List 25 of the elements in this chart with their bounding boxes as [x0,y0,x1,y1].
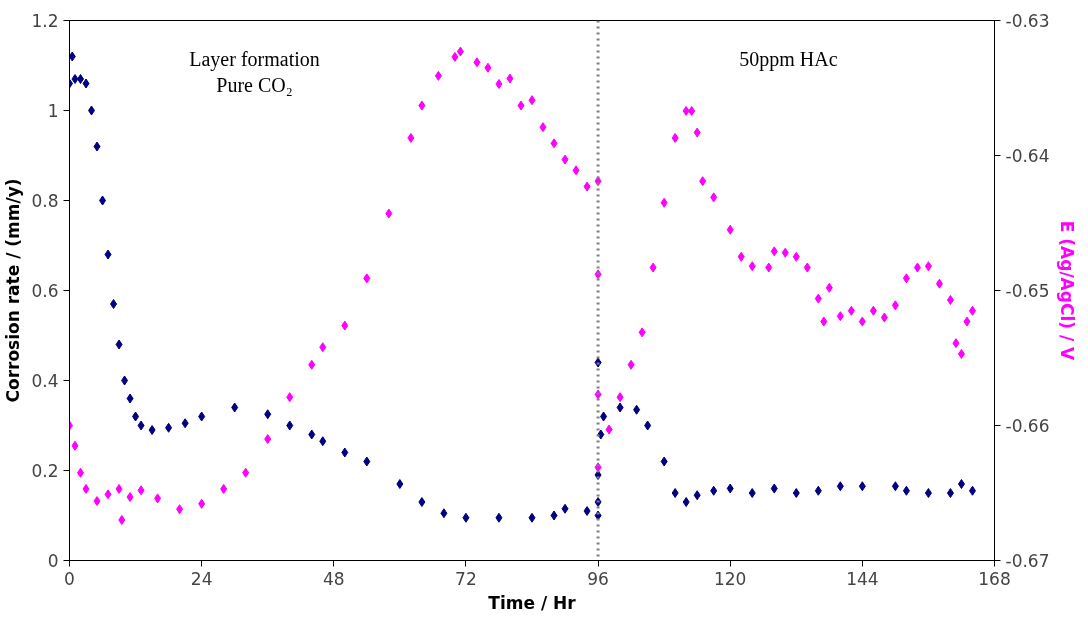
x-tick-label: 144 [846,568,879,589]
y2-tick-label: -0.64 [1005,146,1050,166]
y-tick-label: 0.6 [31,281,59,301]
y-tick-label: 0.2 [31,461,59,481]
x-tick-label: 48 [322,568,345,589]
y-tick-label: 1.2 [31,11,59,31]
x-tick-label: 96 [587,568,609,589]
y2-tick-label: -0.66 [1005,416,1050,436]
y2-tick-label: -0.63 [1005,11,1050,31]
x-tick-label: 168 [978,568,1011,589]
y-tick-label: 1 [47,101,59,121]
y-tick-label: 0.8 [31,191,59,211]
y2-tick-label: -0.65 [1005,281,1050,301]
annotation: Layer formation Pure CO₂ [189,47,320,96]
x-tick-label: 0 [64,568,75,589]
y-tick-label: 0.4 [31,371,59,391]
y2-axis-title: E (Ag/AgCl) / V [1057,220,1078,362]
x-axis-title: Time / Hr [488,592,577,613]
y2-tick-label: -0.67 [1005,551,1050,571]
annotation: 50ppm HAc [739,47,838,71]
x-tick-label: 72 [455,568,477,589]
x-tick-label: 120 [713,568,747,589]
x-tick-label: 24 [190,568,213,589]
y-axis-title: Corrosion rate / (mm/y) [3,178,24,403]
y-tick-label: 0 [47,551,59,571]
